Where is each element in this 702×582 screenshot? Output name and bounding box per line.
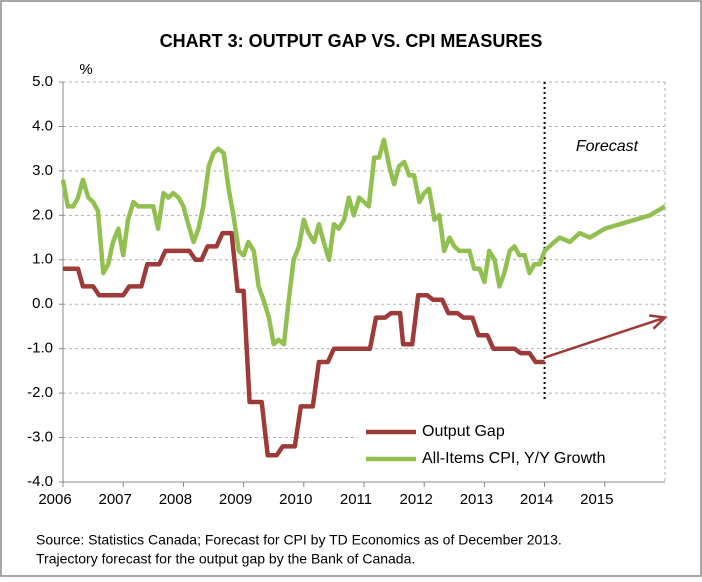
forecast-arrow: [544, 314, 668, 359]
series-line: [60, 137, 667, 347]
y-tick-label: 2.0: [32, 206, 53, 223]
y-tick-label: 3.0: [32, 162, 53, 179]
x-tick-label: 2015: [580, 491, 613, 508]
x-tick-label: 2012: [400, 491, 433, 508]
x-tick-label: 2010: [279, 491, 312, 508]
y-axis-label: %: [79, 61, 92, 78]
legend-label: Output Gap: [422, 423, 505, 440]
x-tick-label: 2007: [99, 491, 132, 508]
legend-label: All-Items CPI, Y/Y Growth: [422, 450, 605, 467]
y-tick-label: -2.0: [27, 384, 53, 401]
chart-title: CHART 3: OUTPUT GAP VS. CPI MEASURES: [160, 31, 543, 51]
y-tick-label: 0.0: [32, 295, 53, 312]
x-tick-label: 2011: [340, 491, 372, 508]
source-line: Source: Statistics Canada; Forecast for …: [36, 532, 562, 548]
x-tick-label: 2013: [460, 491, 493, 508]
x-tick-label: 2014: [520, 491, 553, 508]
y-tick-label: 1.0: [32, 251, 53, 268]
y-tick-label: 4.0: [32, 117, 53, 134]
series-line: [63, 230, 545, 458]
y-tick-label: -1.0: [27, 340, 53, 357]
y-tick-label: 5.0: [32, 73, 53, 90]
source-line: Trajectory forecast for the output gap b…: [36, 551, 415, 567]
forecast-label: Forecast: [576, 138, 639, 155]
x-tick-label: 2006: [38, 491, 71, 508]
x-tick-label: 2008: [159, 491, 192, 508]
y-tick-label: -3.0: [27, 429, 53, 446]
y-tick-label: -4.0: [27, 473, 53, 490]
x-tick-label: 2009: [219, 491, 252, 508]
legend-box: [358, 418, 662, 476]
